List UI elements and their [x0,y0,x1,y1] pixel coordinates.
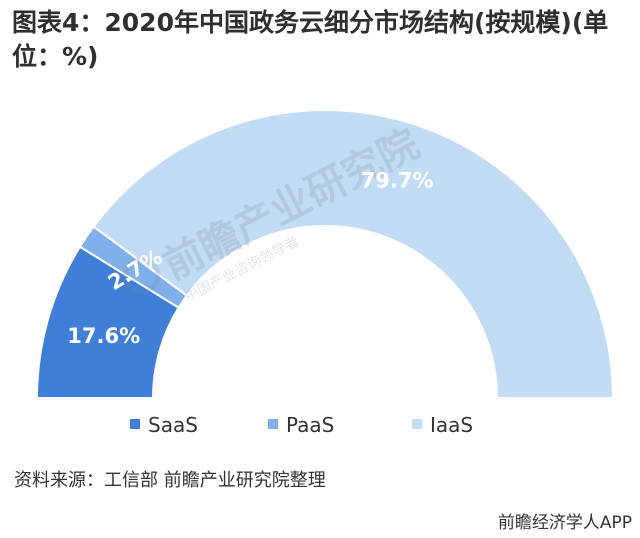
legend-label-paas: PaaS [286,413,334,437]
source-note: 资料来源：工信部 前瞻产业研究院整理 [14,470,326,491]
value-label-saas: 17.6% [67,324,140,348]
legend-swatch-saas [130,419,140,429]
legend-swatch-iaas [412,419,422,429]
value-label-iaas: 79.7% [361,169,434,193]
legend-swatch-paas [268,419,278,429]
slices-group [35,108,615,399]
legend-label-iaas: IaaS [430,413,473,437]
slice-iaas [92,108,615,399]
footer-handle: 前瞻经济学人APP [497,513,632,533]
watermark-emblem-icon [123,257,161,295]
chart-title: 图表4：2020年中国政务云细分市场结构(按规模)(单位：%) [12,8,609,71]
legend-label-saas: SaaS [148,413,198,437]
legend: SaaS PaaS IaaS [130,413,473,437]
